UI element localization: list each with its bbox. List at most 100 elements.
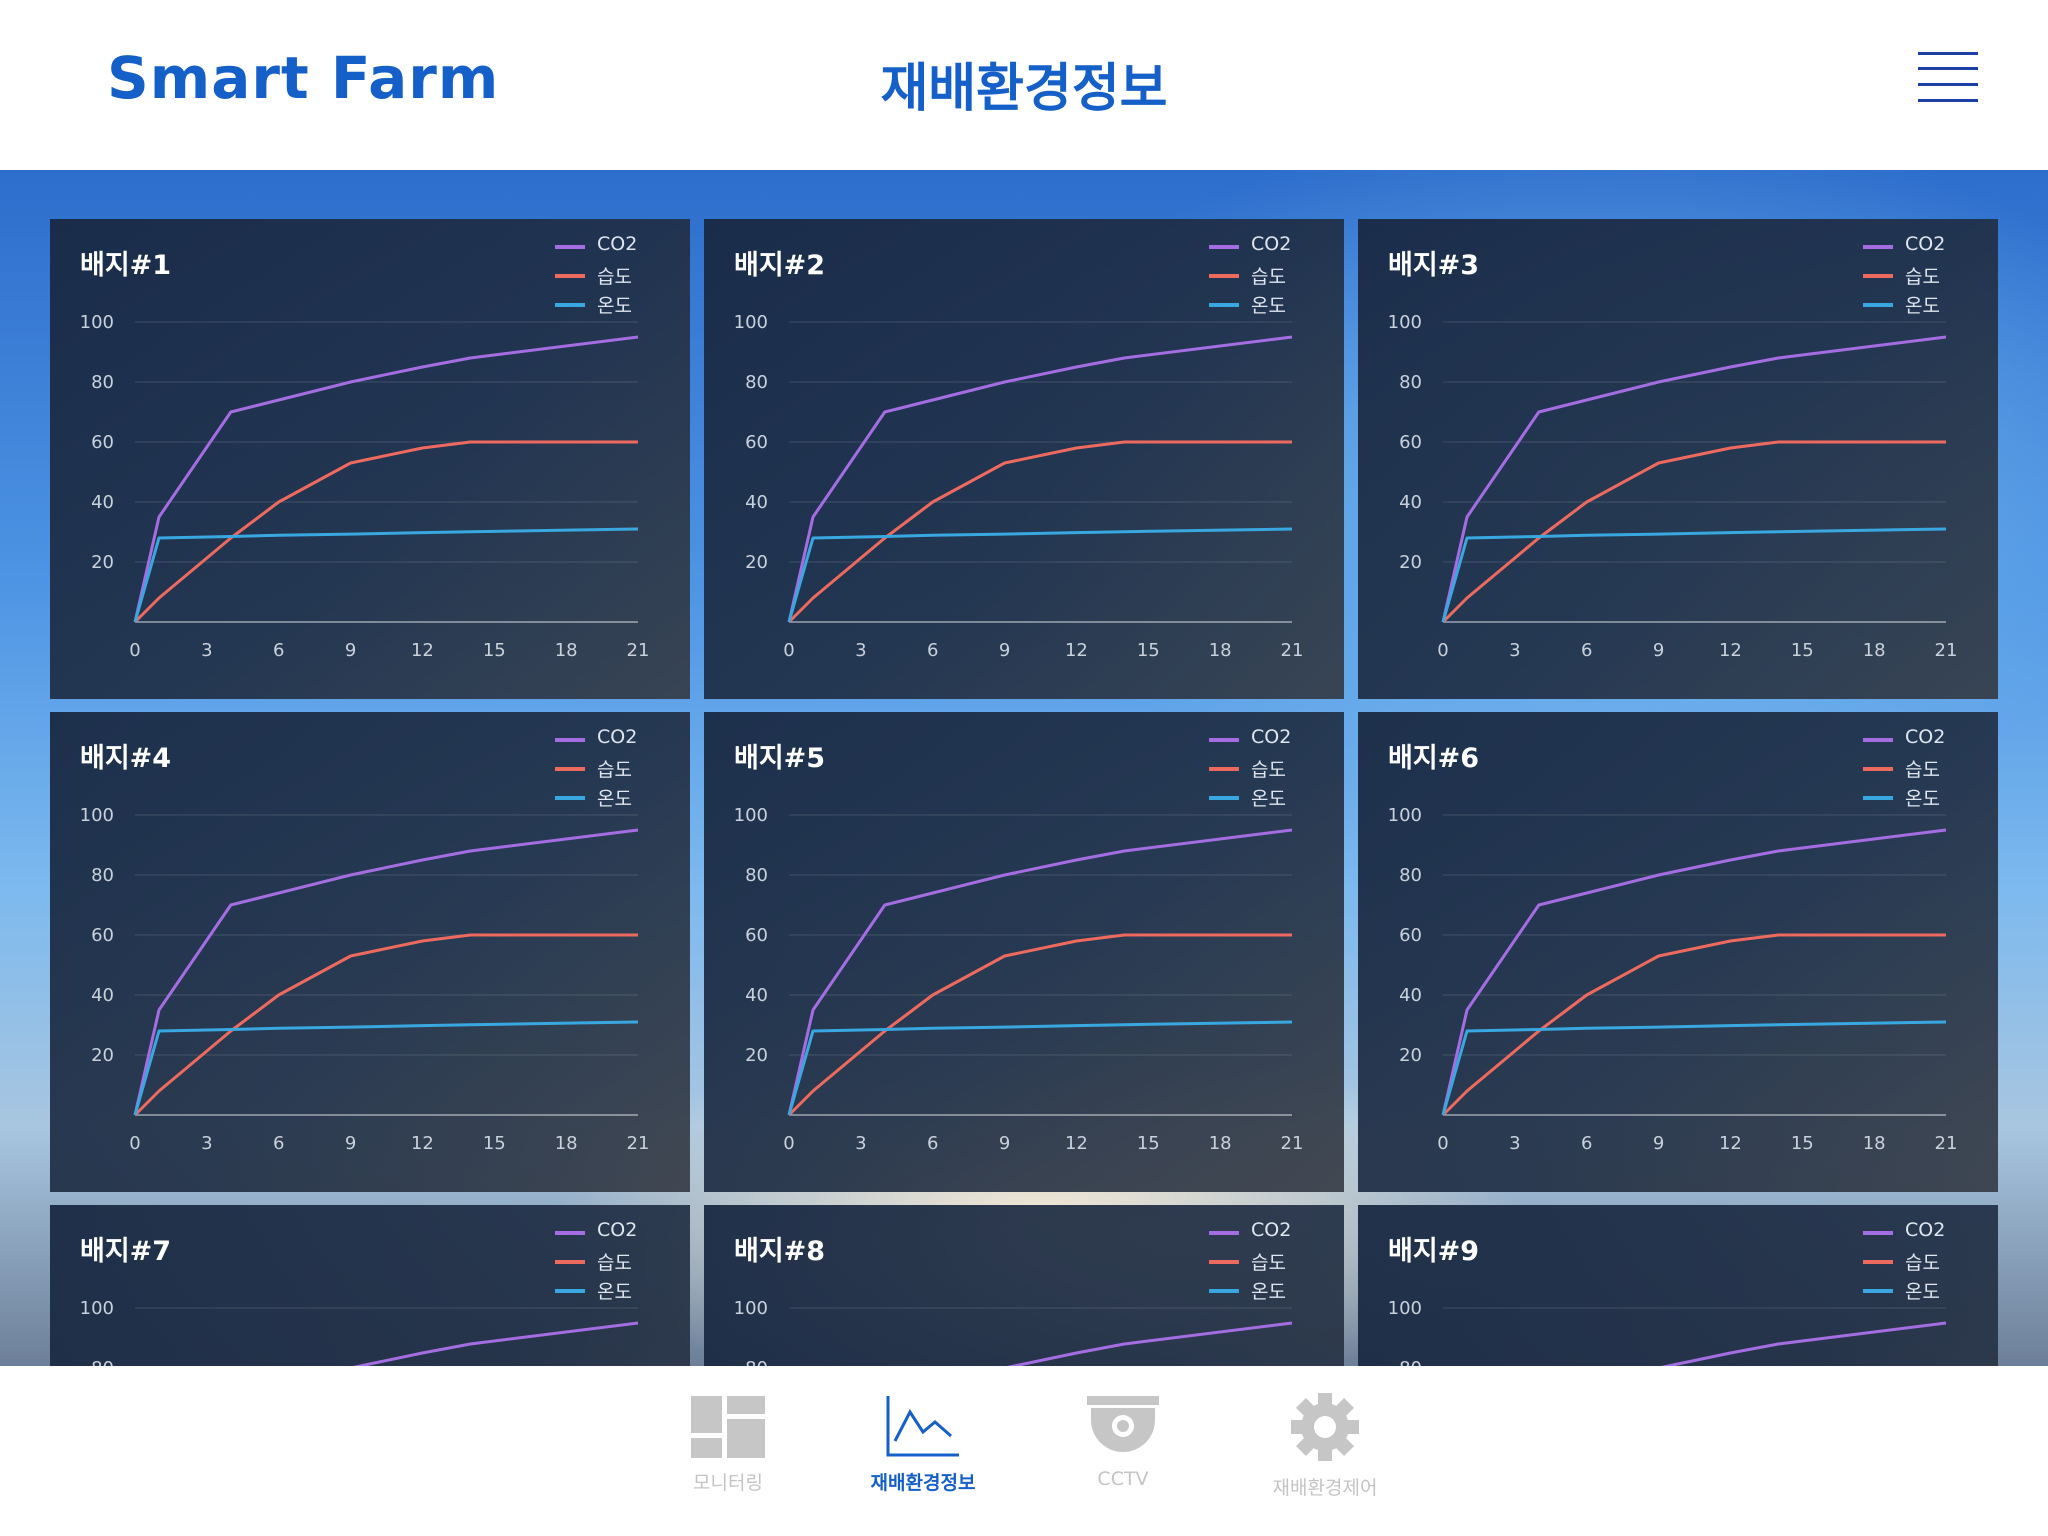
growing-bed-panel[interactable]: 배지#5 CO2 습도 온도 20 40 60 80 100 0 3 6 9 12 15 18 21 <box>704 712 1344 1192</box>
nav-cctv[interactable]: CCTV <box>1023 1396 1223 1526</box>
legend-item[interactable]: 습도 <box>1863 262 1983 291</box>
legend-swatch <box>1209 245 1239 249</box>
series-line <box>133 335 639 623</box>
growing-bed-panel[interactable]: 배지#2 CO2 습도 온도 20 40 60 80 100 0 3 6 9 12 15 18 21 <box>704 219 1344 699</box>
y-tick-label: 20 <box>1399 552 1422 573</box>
legend-item[interactable]: 습도 <box>1209 755 1329 784</box>
x-tick-label: 21 <box>627 640 650 661</box>
series-line <box>1006 1321 1293 1366</box>
legend-item[interactable]: 온도 <box>555 1277 675 1306</box>
x-tick-label: 18 <box>555 1133 578 1154</box>
legend-item[interactable]: CO2 <box>555 1219 675 1248</box>
growing-bed-panel[interactable]: 배지#4 CO2 습도 온도 20 40 60 80 100 0 3 6 9 12 15 18 21 <box>50 712 690 1192</box>
y-tick-label: 20 <box>1399 1045 1422 1066</box>
x-tick-label: 15 <box>483 640 506 661</box>
y-tick-label: 40 <box>91 985 114 1006</box>
panels-area[interactable]: 배지#1 CO2 습도 온도 20 40 60 80 100 0 3 6 9 12 15 18 21 배지#2 CO… <box>0 170 2048 1366</box>
legend-label: 온도 <box>597 788 632 810</box>
legend-item[interactable]: CO2 <box>1209 1219 1329 1248</box>
panel-title: 배지#3 <box>1388 250 1480 281</box>
legend-item[interactable]: 습도 <box>555 1248 675 1277</box>
nav-environment-info[interactable]: 재배환경정보 <box>823 1396 1023 1526</box>
cctv-camera-icon <box>1087 1396 1159 1452</box>
nav-label: 재배환경정보 <box>870 1472 976 1494</box>
y-tick-label: 40 <box>745 985 768 1006</box>
growing-bed-panel[interactable]: 배지#1 CO2 습도 온도 20 40 60 80 100 0 3 6 9 12 15 18 21 <box>50 219 690 699</box>
y-tick-label: 40 <box>1399 985 1422 1006</box>
menu-line-icon <box>1918 67 1978 70</box>
legend-swatch <box>1863 274 1893 278</box>
legend-item[interactable]: 습도 <box>1209 262 1329 291</box>
nav-label: CCTV <box>1097 1468 1149 1490</box>
legend-swatch <box>1209 738 1239 742</box>
x-tick-label: 15 <box>1137 1133 1160 1154</box>
panel-title: 배지#1 <box>80 250 172 281</box>
legend-item[interactable]: 온도 <box>1209 291 1329 320</box>
legend-swatch <box>555 738 585 742</box>
y-tick-label: 80 <box>91 372 114 393</box>
series-line <box>787 335 1293 623</box>
x-tick-label: 3 <box>201 1133 212 1154</box>
x-tick-label: 12 <box>411 1133 434 1154</box>
legend-item[interactable]: CO2 <box>555 233 675 262</box>
legend-item[interactable]: 온도 <box>555 784 675 813</box>
legend-item[interactable]: 온도 <box>1863 784 1983 813</box>
growing-bed-panel[interactable]: 배지#8CO2습도온도20406080100036912151821 <box>704 1205 1344 1366</box>
legend-swatch <box>1209 1260 1239 1264</box>
legend-item[interactable]: CO2 <box>1209 233 1329 262</box>
growing-bed-panel[interactable]: 배지#7CO2습도온도20406080100036912151821 <box>50 1205 690 1366</box>
menu-line-icon <box>1918 52 1978 55</box>
dashboard-icon <box>691 1396 765 1458</box>
legend-label: CO2 <box>1905 726 1946 748</box>
panel-title: 배지#6 <box>1388 743 1480 774</box>
legend-item[interactable]: 온도 <box>1863 1277 1983 1306</box>
legend-item[interactable]: 습도 <box>555 755 675 784</box>
series-line <box>1441 440 1946 624</box>
y-tick-label: 100 <box>734 805 768 826</box>
series-line <box>133 1020 639 1116</box>
legend-item[interactable]: CO2 <box>1863 233 1983 262</box>
x-tick-label: 3 <box>201 640 212 661</box>
legend-item[interactable]: CO2 <box>555 726 675 755</box>
y-tick-label: 100 <box>734 312 768 333</box>
legend-item[interactable]: CO2 <box>1863 726 1983 755</box>
legend-item[interactable]: 습도 <box>1863 755 1983 784</box>
nav-label: 모니터링 <box>693 1472 763 1494</box>
y-tick-label: 60 <box>91 925 114 946</box>
legend-item[interactable]: 습도 <box>1863 1248 1983 1277</box>
menu-line-icon <box>1918 99 1978 102</box>
y-tick-label: 80 <box>1399 865 1422 886</box>
legend-swatch <box>1863 767 1893 771</box>
hamburger-menu-button[interactable] <box>1918 52 1978 102</box>
x-tick-label: 18 <box>1863 640 1886 661</box>
y-tick-label: 60 <box>745 925 768 946</box>
legend-item[interactable]: 온도 <box>555 291 675 320</box>
series-line <box>1441 1020 1947 1116</box>
growing-bed-panel[interactable]: 배지#6 CO2 습도 온도 20 40 60 80 100 0 3 6 9 12 15 18 21 <box>1358 712 1998 1192</box>
nav-monitoring[interactable]: 모니터링 <box>628 1396 828 1526</box>
legend-item[interactable]: CO2 <box>1209 726 1329 755</box>
legend-item[interactable]: CO2 <box>1863 1219 1983 1248</box>
series-line <box>1441 335 1947 623</box>
series-line <box>1441 933 1946 1117</box>
legend-label: 습도 <box>1905 266 1940 288</box>
legend-label: CO2 <box>1251 1219 1292 1241</box>
app-title: Smart Farm <box>107 44 500 112</box>
x-tick-label: 9 <box>1653 1133 1664 1154</box>
nav-environment-control[interactable]: 재배환경제어 <box>1225 1393 1425 1526</box>
legend-item[interactable]: 습도 <box>1209 1248 1329 1277</box>
growing-bed-panel[interactable]: 배지#3 CO2 습도 온도 20 40 60 80 100 0 3 6 9 12 15 18 21 <box>1358 219 1998 699</box>
legend-item[interactable]: 습도 <box>555 262 675 291</box>
legend-item[interactable]: 온도 <box>1863 291 1983 320</box>
panel-title: 배지#2 <box>734 250 826 281</box>
legend-item[interactable]: 온도 <box>1209 784 1329 813</box>
legend-swatch <box>1209 767 1239 771</box>
x-tick-label: 21 <box>1935 1133 1958 1154</box>
growing-bed-panel[interactable]: 배지#9CO2습도온도20406080100036912151821 <box>1358 1205 1998 1366</box>
legend-item[interactable]: 온도 <box>1209 1277 1329 1306</box>
